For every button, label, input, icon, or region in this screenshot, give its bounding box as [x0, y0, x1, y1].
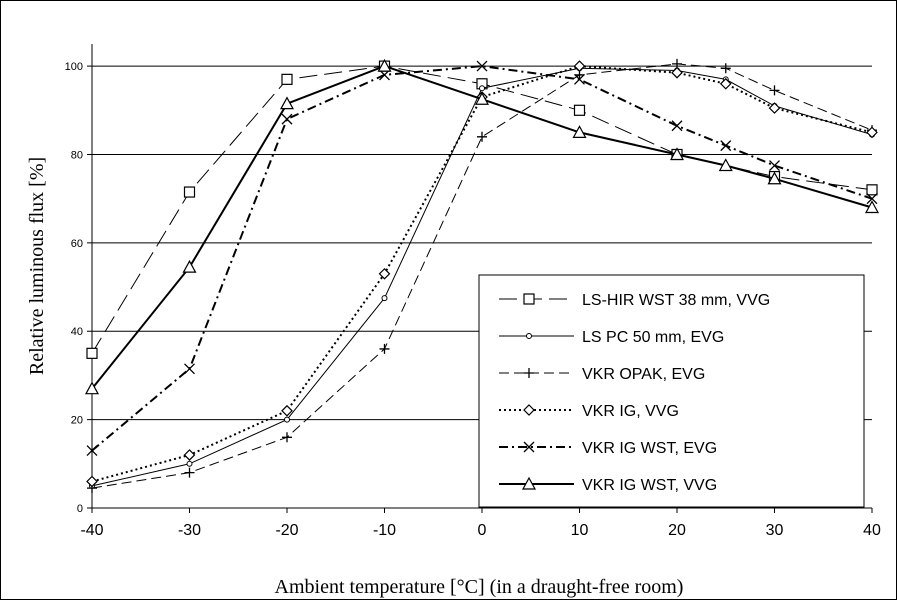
marker-square — [523, 293, 535, 305]
marker-plus — [477, 131, 487, 142]
y-tick-label: 60 — [71, 238, 83, 250]
marker-diamond — [183, 449, 196, 461]
axes — [87, 44, 873, 513]
legend: LS-HIR WST 38 mm, VVG LS PC 50 mm, EVG VKR… — [478, 274, 865, 508]
marker-diamond — [866, 126, 878, 139]
x-tick-label: 20 — [668, 522, 686, 539]
legend-entry: VKR OPAK, EVG — [499, 366, 705, 383]
x-tick-label: -40 — [80, 522, 103, 539]
marker-square — [86, 347, 98, 359]
y-tick-label: 80 — [71, 149, 83, 161]
y-tick-labels: 0 20 40 60 80 100 — [65, 61, 83, 515]
series-line — [91, 67, 873, 487]
series-line — [91, 65, 873, 390]
marker-x — [184, 363, 195, 375]
marker-x — [866, 193, 878, 205]
marker-triangle — [521, 476, 537, 490]
series-line — [91, 63, 873, 489]
legend-label: VKR IG, VVG — [582, 403, 679, 420]
marker-triangle — [718, 158, 733, 172]
marker-dot — [381, 295, 388, 302]
marker-x — [86, 445, 98, 457]
legend-label: LS-HIR WST 38 mm, VVG — [582, 292, 770, 309]
x-tick-labels: -40 -30 -20 -10 0 10 20 30 40 — [80, 522, 881, 539]
legend-label: LS PC 50 mm, EVG — [582, 329, 724, 346]
marker-plus — [769, 85, 780, 96]
legend-box — [478, 274, 865, 508]
series-layer — [84, 58, 880, 494]
series-5 — [86, 60, 878, 457]
x-tick-label: 10 — [571, 522, 589, 539]
x-tick-label: 40 — [863, 522, 881, 539]
x-tick-label: 30 — [766, 522, 784, 539]
legend-label: VKR OPAK, EVG — [582, 366, 705, 383]
x-tick-label: -20 — [275, 522, 298, 539]
marker-square — [573, 104, 586, 116]
marker-triangle — [182, 259, 197, 273]
marker-dot — [526, 333, 532, 339]
marker-dot — [284, 416, 290, 423]
marker-square — [866, 184, 878, 196]
marker-triangle — [84, 381, 100, 395]
series-line — [91, 65, 873, 452]
y-tick-label: 40 — [71, 326, 83, 338]
marker-x — [574, 73, 585, 85]
y-tick-label: 100 — [65, 61, 83, 73]
marker-x — [476, 60, 488, 72]
marker-triangle — [669, 147, 685, 161]
series-line — [91, 65, 873, 483]
legend-entry: VKR IG WST, VVG — [499, 476, 717, 494]
marker-diamond — [281, 404, 293, 417]
marker-dot — [479, 85, 485, 92]
marker-triangle — [377, 58, 392, 72]
x-tick-label: -10 — [373, 522, 396, 539]
marker-x — [523, 441, 535, 453]
marker-diamond — [719, 77, 732, 90]
marker-plus — [282, 432, 292, 443]
marker-x — [769, 160, 780, 171]
legend-entry: LS-HIR WST 38 mm, VVG — [499, 292, 770, 309]
x-tick-label: -30 — [178, 522, 201, 539]
legend-label: VKR IG WST, EVG — [582, 440, 717, 457]
marker-diamond — [768, 102, 781, 114]
marker-triangle — [864, 200, 880, 214]
y-tick-label: 20 — [71, 415, 83, 427]
legend-label: VKR IG WST, VVG — [582, 477, 717, 494]
marker-plus — [379, 343, 390, 354]
marker-triangle — [572, 125, 587, 138]
marker-triangle — [474, 91, 490, 105]
series-6 — [84, 58, 880, 395]
marker-x — [281, 113, 293, 125]
marker-x — [720, 140, 732, 152]
marker-diamond — [523, 404, 535, 416]
marker-plus — [720, 63, 731, 74]
x-tick-label: 0 — [478, 522, 487, 539]
marker-square — [281, 73, 293, 85]
marker-triangle — [279, 96, 295, 110]
series-4 — [86, 60, 878, 488]
marker-triangle — [767, 171, 782, 185]
legend-entry: VKR IG WST, EVG — [499, 440, 717, 457]
x-axis-title: Ambient temperature [°C] (in a draught-f… — [275, 576, 684, 598]
marker-diamond — [86, 475, 98, 488]
marker-square — [183, 186, 196, 198]
marker-diamond — [378, 267, 391, 280]
marker-plus — [524, 368, 534, 378]
legend-entry: VKR IG, VVG — [499, 403, 679, 420]
marker-diamond — [671, 66, 683, 79]
marker-plus — [184, 467, 195, 478]
legend-entry: LS PC 50 mm, EVG — [499, 329, 724, 346]
y-tick-label: 0 — [77, 503, 83, 515]
marker-diamond — [573, 60, 586, 72]
y-axis-title: Relative luminous flux [%] — [26, 157, 48, 375]
marker-x — [671, 120, 683, 132]
marker-dot — [186, 460, 193, 467]
